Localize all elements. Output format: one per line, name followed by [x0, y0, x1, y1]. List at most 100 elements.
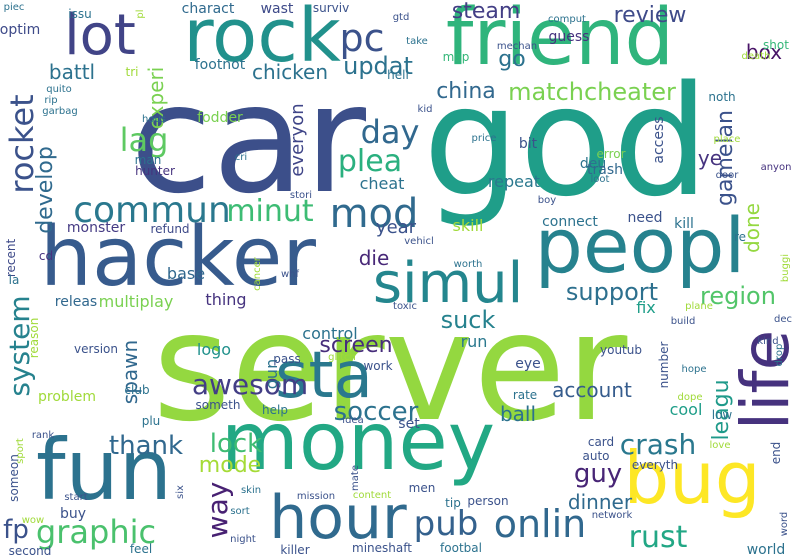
word-cool: cool: [669, 400, 703, 419]
word-everyon: everyon: [287, 103, 308, 177]
word-second: second: [8, 544, 52, 558]
word-battl: battl: [48, 60, 96, 84]
word-place: place: [713, 134, 741, 145]
word-wow: wow: [21, 515, 45, 526]
word-error: error: [596, 147, 626, 161]
word-rank: rank: [31, 430, 55, 441]
word-six: six: [175, 485, 186, 499]
word-access: access: [651, 116, 667, 164]
word-region: region: [700, 282, 776, 310]
word-fun: fun: [35, 421, 173, 519]
word-matchcheater: matchcheater: [508, 78, 676, 106]
word-hour: hour: [269, 483, 407, 553]
word-work: work: [363, 359, 393, 373]
word-idea: idea: [342, 415, 364, 426]
word-take: take: [406, 36, 428, 47]
word-screen: screen: [319, 333, 393, 358]
word-hous: hous: [141, 114, 167, 125]
word-rust: rust: [628, 520, 688, 555]
word-mode: mode: [198, 453, 262, 478]
word-dec: dec: [774, 314, 792, 325]
word-lot: lot: [64, 3, 136, 68]
word-thing: thing: [205, 290, 247, 309]
word-start: start: [64, 492, 88, 503]
word-bit: bit: [518, 136, 538, 152]
word-charact: charact: [181, 1, 235, 17]
word-ball: ball: [499, 402, 537, 426]
word-rate: rate: [512, 388, 538, 402]
word-develop: develop: [33, 146, 58, 234]
word-buggi: buggi: [780, 253, 791, 283]
word-awesom: awesom: [191, 368, 309, 401]
word-word: word: [779, 511, 790, 537]
word-pl: pl: [135, 9, 146, 19]
word-lag: lag: [119, 121, 169, 159]
word-la: la: [8, 273, 20, 287]
word-version: version: [74, 342, 118, 356]
word-auto: auto: [582, 449, 610, 463]
word-everyth: everyth: [631, 458, 679, 472]
word-someon: someon: [7, 454, 21, 502]
word-car: car: [129, 53, 367, 227]
word-kill: kill: [674, 216, 694, 232]
word-end: end: [769, 441, 783, 465]
word-god: god: [423, 53, 709, 230]
word-onlin: onlin: [493, 502, 587, 546]
word-cri: cri: [234, 152, 248, 163]
word-monster: monster: [66, 220, 126, 236]
word-quito: quito: [46, 84, 72, 95]
word-worth: worth: [453, 259, 483, 270]
word-glitch: glitch: [328, 352, 356, 363]
word-mate: mate: [350, 465, 361, 491]
word-thank: thank: [108, 431, 184, 461]
word-build: build: [670, 316, 696, 327]
word-peopl: peopl: [534, 201, 746, 290]
word-logo: logo: [196, 340, 232, 359]
word-set: set: [398, 416, 420, 432]
word-problem: problem: [38, 389, 96, 405]
word-soccer: soccer: [333, 397, 419, 427]
word-person: person: [467, 494, 509, 508]
word-kind: kind: [757, 336, 779, 347]
word-run: run: [460, 332, 488, 351]
word-world: world: [746, 542, 786, 558]
word-skill: skill: [452, 216, 484, 235]
word-footnot: footnot: [194, 57, 246, 73]
word-control: control: [302, 324, 358, 343]
word-skin: skin: [240, 485, 262, 496]
word-youtub: youtub: [600, 343, 642, 357]
word-graphic: graphic: [35, 513, 157, 551]
word-year: year: [375, 217, 417, 238]
word-simul: simul: [372, 251, 524, 316]
word-mod: mod: [329, 191, 419, 237]
word-crash: crash: [619, 428, 697, 461]
word-killer: killer: [280, 543, 310, 557]
word-fodder: fodder: [197, 110, 243, 126]
word-re: re: [733, 230, 747, 244]
word-fix: fix: [636, 298, 656, 317]
word-friend: friend: [445, 0, 675, 83]
word-sta: sta: [275, 339, 373, 413]
word-hunter: hunter: [135, 164, 175, 178]
word-pass: pass: [273, 352, 301, 366]
word-hope: hope: [681, 364, 707, 375]
word-night: night: [230, 534, 256, 545]
word-love: love: [709, 440, 731, 451]
word-recent: recent: [4, 238, 18, 278]
word-wast: wast: [260, 1, 294, 17]
word-network: network: [591, 510, 633, 521]
word-go: go: [498, 47, 526, 72]
word-boy: boy: [537, 195, 557, 206]
word-guy: guy: [573, 459, 623, 489]
word-reason: reason: [27, 317, 41, 359]
word-mineshaft: mineshaft: [352, 541, 412, 555]
word-tri: tri: [125, 65, 139, 79]
word-card: card: [587, 435, 615, 449]
word-account: account: [552, 378, 632, 402]
word-garbag: garbag: [42, 106, 78, 117]
word-cheat: cheat: [359, 174, 405, 193]
word-cd: cd: [38, 249, 54, 263]
word-multiplay: multiplay: [98, 292, 174, 311]
word-buy: buy: [59, 506, 87, 522]
